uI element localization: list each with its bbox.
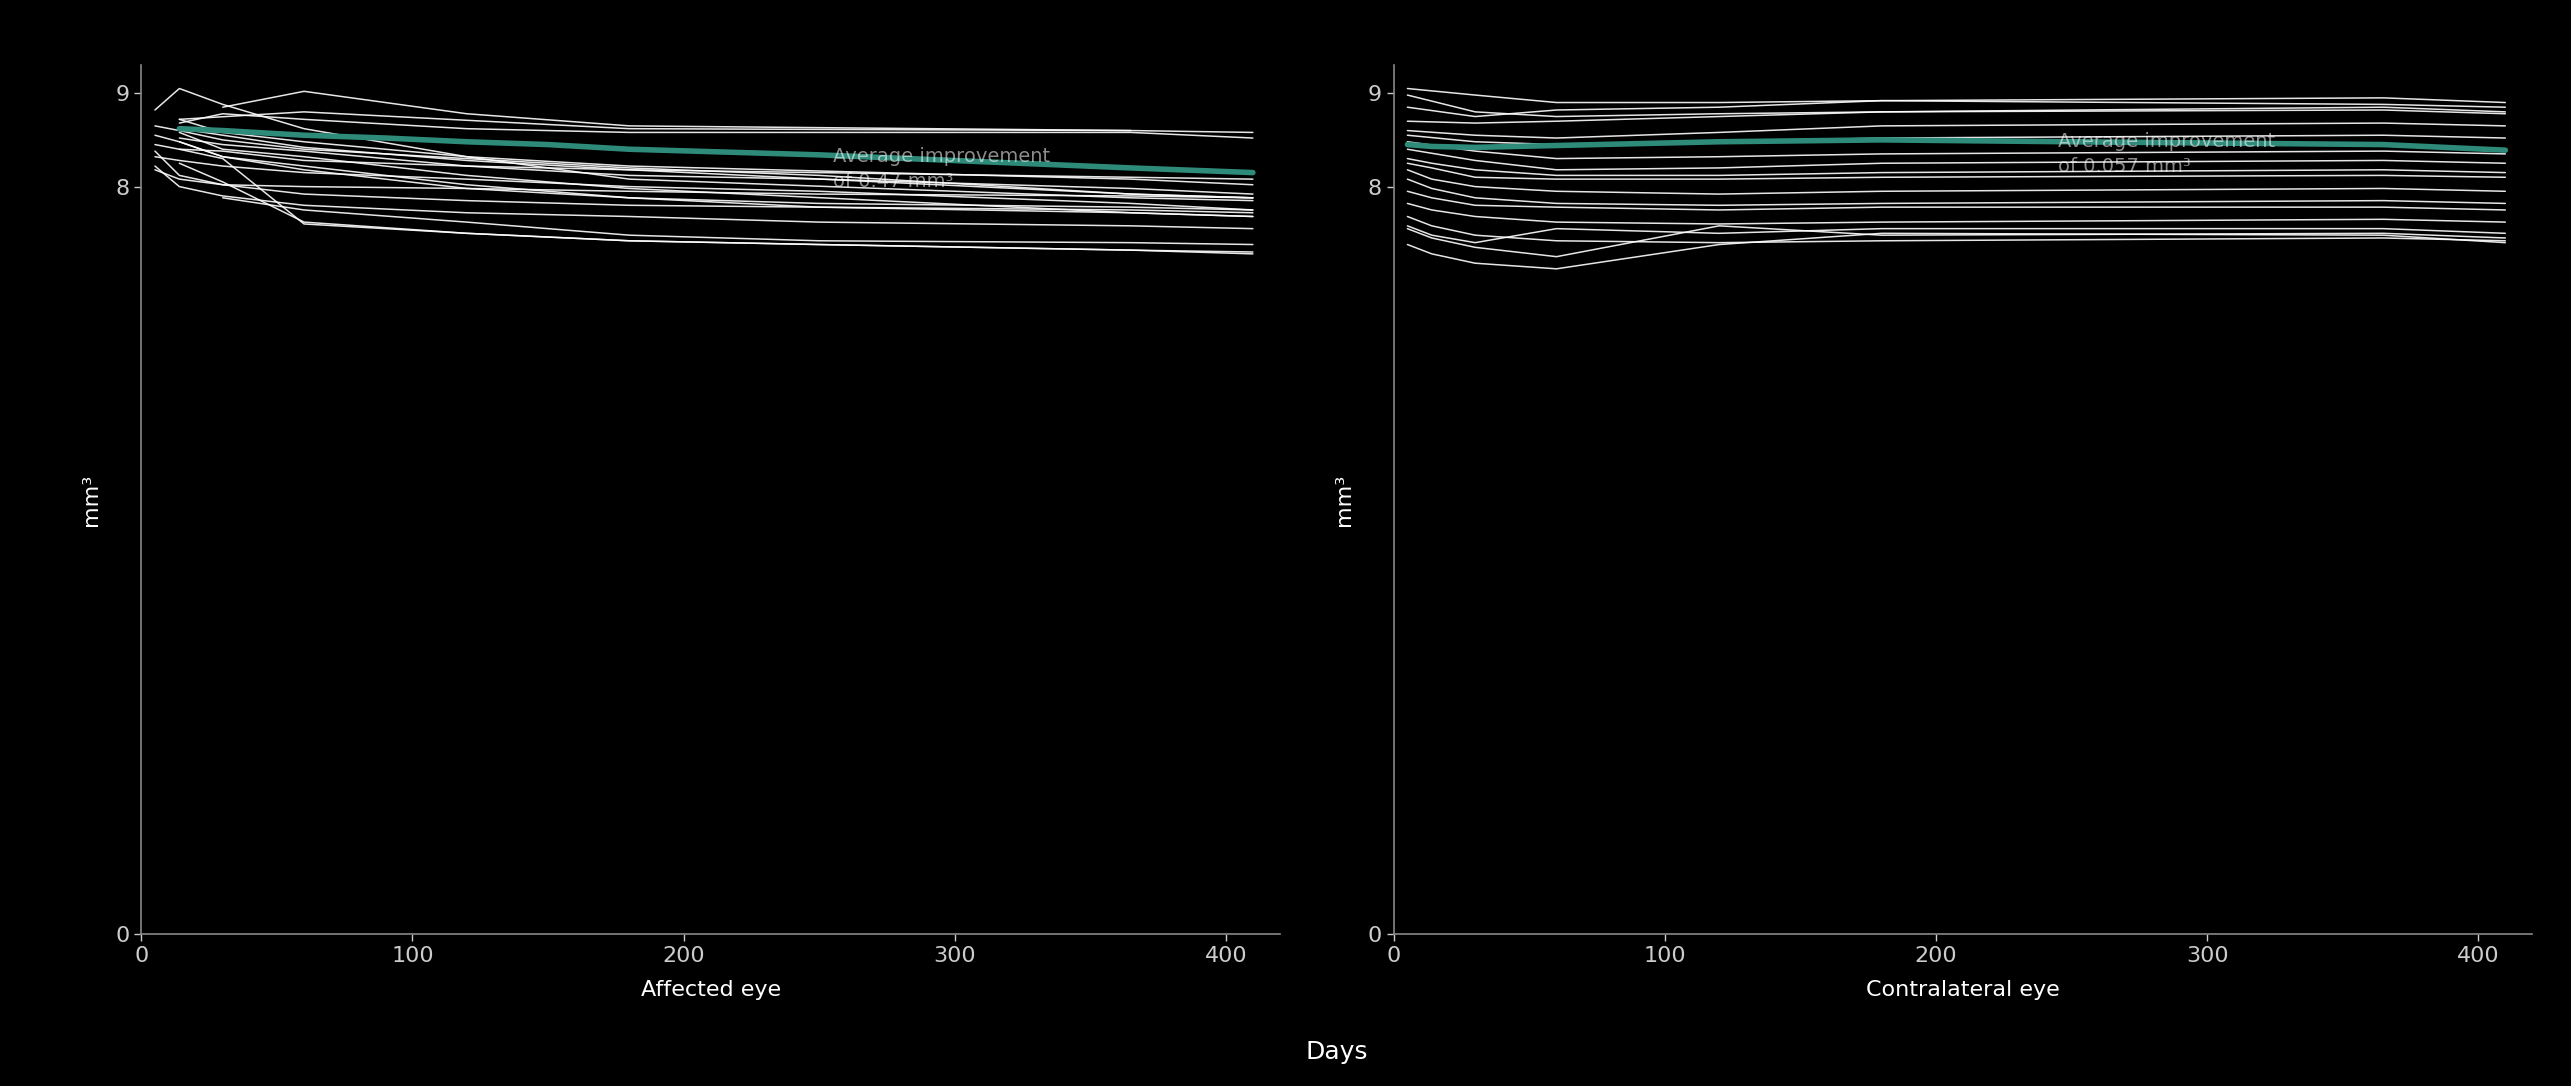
Text: Average improvement
of 0.47 mm³: Average improvement of 0.47 mm³ — [833, 148, 1049, 191]
Text: Days: Days — [1306, 1040, 1368, 1064]
Text: Average improvement
of 0.057 mm³: Average improvement of 0.057 mm³ — [2057, 132, 2275, 176]
X-axis label: Affected eye: Affected eye — [640, 980, 782, 999]
Y-axis label: mm³: mm³ — [1334, 473, 1355, 526]
X-axis label: Contralateral eye: Contralateral eye — [1867, 980, 2059, 999]
Y-axis label: mm³: mm³ — [82, 473, 100, 526]
